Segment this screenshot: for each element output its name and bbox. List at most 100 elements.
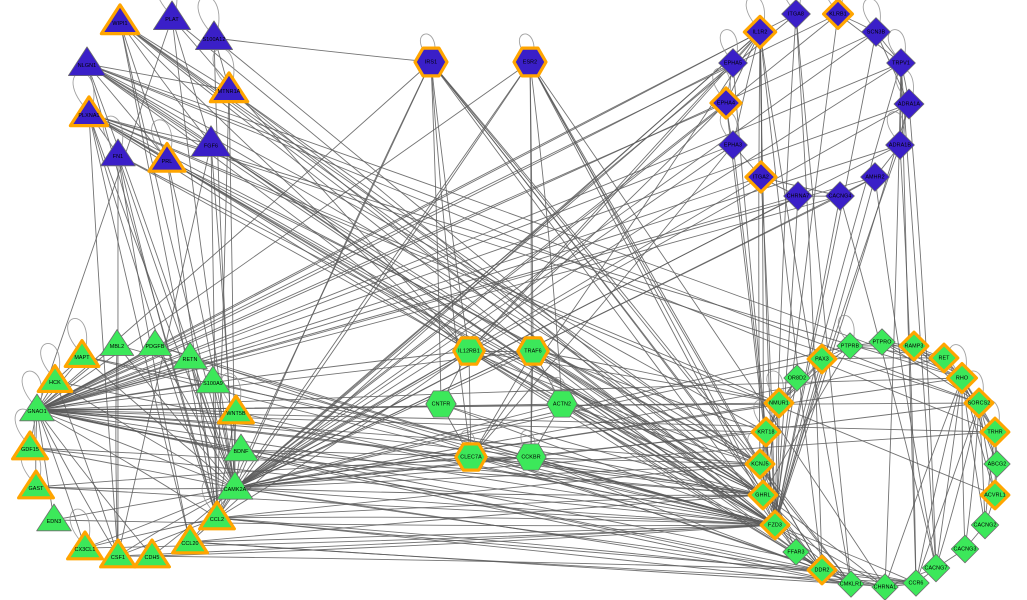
node-mapt[interactable]: MAPT bbox=[63, 338, 101, 369]
node-actn2[interactable]: ACTN2 bbox=[546, 390, 578, 418]
edge bbox=[213, 37, 432, 63]
edge bbox=[470, 456, 776, 526]
node-ptpro[interactable]: PTPRO bbox=[868, 328, 896, 356]
node-fgf6[interactable]: FGF6 bbox=[190, 125, 232, 157]
edge bbox=[234, 144, 734, 489]
node-s100a9[interactable]: S100A9 bbox=[195, 365, 231, 394]
node-gnao1[interactable]: GNAO1 bbox=[19, 393, 55, 422]
node-acvrl1[interactable]: ACVRL1 bbox=[979, 479, 1011, 511]
edge bbox=[430, 61, 470, 352]
node-krt18[interactable]: KRT18 bbox=[750, 416, 782, 448]
node-retn[interactable]: RETN bbox=[172, 341, 208, 370]
self-loop-edge bbox=[719, 29, 738, 62]
node-cacng3[interactable]: CACNG3 bbox=[950, 534, 980, 564]
node-cacng4[interactable]: CACNG4 bbox=[825, 181, 855, 211]
node-ccl2[interactable]: CCL2 bbox=[198, 500, 236, 531]
node-esr2[interactable]: ESR2 bbox=[512, 46, 548, 78]
edge bbox=[36, 195, 841, 411]
node-ptprb[interactable]: PTPRB bbox=[836, 332, 864, 360]
node-itga8[interactable]: ITGA8 bbox=[781, 0, 811, 29]
node-cckbr[interactable]: CCKBR bbox=[515, 443, 547, 471]
node-pdgfb[interactable]: PDGFB bbox=[137, 329, 173, 356]
node-prl[interactable]: PRL bbox=[147, 141, 187, 173]
node-s100a12[interactable]: S100A12 bbox=[195, 20, 233, 50]
node-csf1[interactable]: CSF1 bbox=[99, 538, 137, 569]
edge bbox=[561, 403, 761, 465]
node-ffar3[interactable]: FFAR3 bbox=[782, 538, 810, 566]
node-clec7a[interactable]: CLEC7A bbox=[454, 442, 488, 472]
node-il1r2[interactable]: IL1R2 bbox=[742, 14, 778, 50]
node-abcg2[interactable]: ABCG2 bbox=[983, 450, 1011, 478]
edge bbox=[36, 409, 153, 557]
node-sorcs2[interactable]: SORCS2 bbox=[963, 387, 995, 419]
node-plat[interactable]: PLAT bbox=[153, 0, 191, 30]
node-cmklr1[interactable]: CMKLR1 bbox=[837, 570, 865, 598]
node-cdh5[interactable]: CDH5 bbox=[133, 538, 171, 569]
node-chrna1[interactable]: CHRNA1 bbox=[871, 573, 899, 600]
self-loop-edge bbox=[753, 399, 771, 431]
node-epha3[interactable]: EPHA3 bbox=[718, 130, 748, 160]
node-il12rb1[interactable]: IL12RB1 bbox=[452, 336, 486, 366]
node-camk2a[interactable]: CAMK2A bbox=[216, 471, 254, 500]
node-fzd3[interactable]: FZD3 bbox=[759, 509, 791, 541]
edge bbox=[115, 344, 119, 557]
node-hck[interactable]: HCK bbox=[36, 363, 74, 394]
node-gast[interactable]: GAST bbox=[17, 469, 55, 500]
edge bbox=[532, 350, 823, 571]
node-amhr2[interactable]: AMHR2 bbox=[860, 162, 890, 192]
edge bbox=[166, 159, 764, 496]
node-ramp3[interactable]: RAMP3 bbox=[898, 330, 930, 362]
node-ghrl[interactable]: GHRL bbox=[747, 479, 779, 511]
node-cx3cl1[interactable]: CX3CL1 bbox=[66, 530, 104, 561]
node-epha5[interactable]: EPHA5 bbox=[718, 48, 748, 78]
edge bbox=[774, 31, 877, 526]
edge bbox=[234, 350, 470, 489]
node-or8d2[interactable]: OR8D2 bbox=[783, 364, 811, 392]
edge bbox=[762, 494, 886, 588]
node-adra1a[interactable]: ADRA1A bbox=[893, 88, 925, 120]
node-trhr[interactable]: TRHR bbox=[979, 416, 1011, 448]
node-ccr6[interactable]: CCR6 bbox=[902, 569, 930, 597]
node-chrna7[interactable]: CHRNA7 bbox=[783, 181, 813, 211]
self-loop-edge bbox=[887, 29, 906, 62]
node-klrb1[interactable]: KLRB1 bbox=[822, 0, 854, 30]
node-wipi1[interactable]: WIPI1 bbox=[99, 3, 141, 36]
node-edn3[interactable]: EDN3 bbox=[36, 503, 72, 532]
node-nmur1[interactable]: NMUR1 bbox=[763, 387, 795, 419]
node-irs1[interactable]: IRS1 bbox=[413, 46, 449, 78]
node-scn3b[interactable]: SCN3B bbox=[861, 17, 891, 47]
node-gdf15[interactable]: GDF15 bbox=[11, 430, 49, 461]
node-bdnf[interactable]: BDNF bbox=[223, 433, 259, 462]
node-ddr2[interactable]: DDR2 bbox=[806, 554, 838, 586]
node-mtnr1a[interactable]: MTNR1A bbox=[208, 71, 250, 104]
node-trpv1[interactable]: TRPV1 bbox=[886, 48, 916, 78]
node-adra1b[interactable]: ADRA1B bbox=[885, 130, 915, 160]
edge bbox=[234, 403, 563, 489]
node-cacng7[interactable]: CACNG7 bbox=[921, 553, 951, 583]
node-wnt5b[interactable]: WNT5B bbox=[217, 394, 255, 425]
node-nlgn1[interactable]: NLGN1 bbox=[68, 46, 106, 76]
node-itga2[interactable]: ITGA2 bbox=[744, 160, 778, 194]
node-epha4[interactable]: EPHA4 bbox=[709, 86, 743, 120]
node-fn1[interactable]: FN1 bbox=[100, 138, 136, 167]
node-cacng2[interactable]: CACNG2 bbox=[970, 510, 1000, 540]
node-mbl2[interactable]: MBL2 bbox=[99, 329, 135, 356]
node-ret[interactable]: RET bbox=[928, 342, 960, 374]
node-rho[interactable]: RHO bbox=[946, 362, 978, 394]
node-ccl20[interactable]: CCL20 bbox=[171, 524, 209, 555]
edge bbox=[915, 377, 963, 584]
edge bbox=[84, 517, 218, 549]
node-pax3[interactable]: PAX3 bbox=[806, 343, 838, 375]
edge bbox=[171, 17, 776, 526]
edge bbox=[88, 113, 470, 352]
edge bbox=[36, 409, 218, 519]
node-cntfr[interactable]: CNTFR bbox=[425, 390, 457, 418]
edge bbox=[234, 13, 839, 489]
edge bbox=[216, 517, 823, 571]
node-plxna1[interactable]: PLXNA1 bbox=[68, 95, 110, 128]
node-traf6[interactable]: TRAF6 bbox=[516, 336, 550, 366]
node-kcnj5[interactable]: KCNJ5 bbox=[744, 448, 776, 480]
